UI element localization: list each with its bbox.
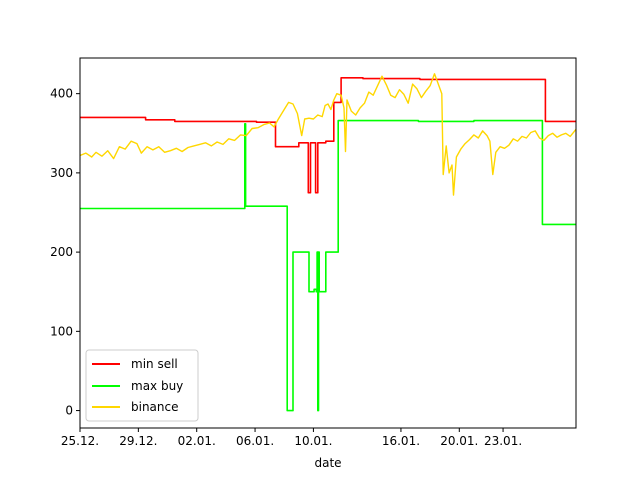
legend: min sell max buy binance <box>85 349 199 422</box>
y-tick-label: 200 <box>50 245 73 259</box>
x-axis: 25.12. 29.12. 02.01. 06.01. 10.01. 16.01. 20.0… <box>61 428 522 448</box>
y-tick-label: 400 <box>50 87 73 101</box>
plot-frame <box>79 57 577 429</box>
y-tick-label: 0 <box>65 404 73 418</box>
x-tick-label: 06.01. <box>236 434 274 448</box>
y-tick-label: 100 <box>50 324 73 338</box>
legend-label-max-buy: max buy <box>131 379 183 393</box>
x-tick-label: 16.01. <box>382 434 420 448</box>
x-tick-label: 29.12. <box>119 434 157 448</box>
legend-label-min-sell: min sell <box>131 357 178 371</box>
x-axis-label: date <box>314 456 341 470</box>
x-tick-label: 02.01. <box>178 434 216 448</box>
x-tick-label: 20.01. <box>440 434 478 448</box>
legend-box <box>85 349 199 422</box>
series-line-binance <box>79 73 577 196</box>
plot-lines <box>79 73 577 412</box>
y-tick-label: 300 <box>50 166 73 180</box>
y-axis: 0 100 200 300 400 <box>50 87 80 418</box>
x-tick-label: 23.01. <box>484 434 522 448</box>
x-tick-label: 25.12. <box>61 434 99 448</box>
legend-label-binance: binance <box>131 400 179 414</box>
series-line-min-sell <box>80 77 576 194</box>
series-line-max-buy <box>80 119 576 412</box>
x-tick-label: 10.01. <box>294 434 332 448</box>
